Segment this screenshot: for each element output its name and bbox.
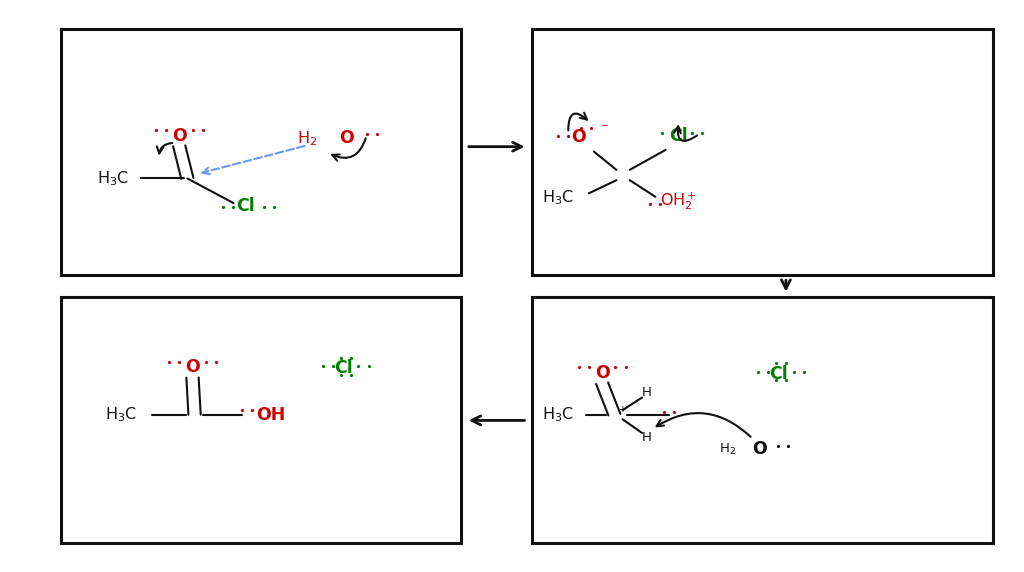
Text: O: O	[339, 129, 353, 148]
Text: O: O	[571, 128, 586, 146]
Text: Cl: Cl	[670, 126, 688, 145]
Text: H: H	[642, 387, 652, 399]
Text: OH: OH	[256, 406, 285, 424]
Text: H$_3$C: H$_3$C	[96, 169, 129, 188]
Text: H$_2$: H$_2$	[297, 129, 317, 148]
Bar	[61, 29, 461, 275]
Bar	[532, 29, 993, 275]
Text: H: H	[642, 431, 652, 444]
Text: $^-$: $^-$	[599, 122, 609, 135]
Text: O: O	[595, 364, 609, 382]
Bar	[532, 297, 993, 543]
Text: H$_3$C: H$_3$C	[104, 406, 137, 424]
Text: O: O	[185, 358, 200, 376]
Bar	[61, 297, 461, 543]
Text: O: O	[753, 440, 767, 458]
Text: OH$_2^+$: OH$_2^+$	[660, 190, 697, 212]
Text: Cl: Cl	[334, 359, 352, 377]
Text: H$_3$C: H$_3$C	[542, 406, 574, 424]
Text: Cl: Cl	[237, 197, 255, 215]
Text: O: O	[172, 126, 186, 145]
Text: H$_3$C: H$_3$C	[542, 188, 574, 206]
Text: Cl: Cl	[769, 364, 787, 383]
Text: $^+$: $^+$	[617, 406, 628, 418]
Text: H$_2$: H$_2$	[719, 442, 735, 456]
